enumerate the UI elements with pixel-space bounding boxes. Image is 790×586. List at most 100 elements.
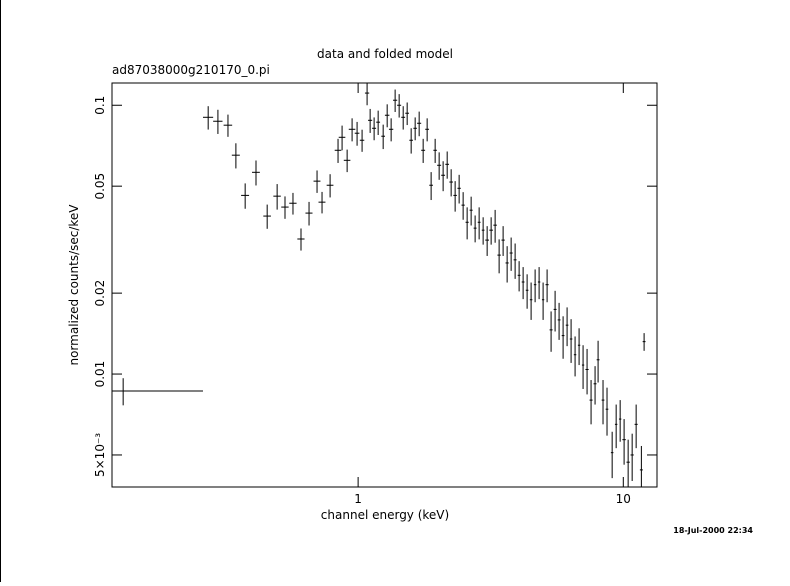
data-point xyxy=(593,366,597,405)
data-point xyxy=(354,121,360,146)
data-point xyxy=(601,380,605,425)
data-point xyxy=(273,184,281,210)
data-point xyxy=(112,378,203,406)
data-point xyxy=(213,109,223,134)
data-point xyxy=(376,110,381,136)
data-point xyxy=(231,143,240,169)
data-point xyxy=(465,207,469,240)
data-point xyxy=(485,226,490,256)
data-point xyxy=(318,191,326,214)
data-point xyxy=(252,160,260,186)
data-point xyxy=(585,348,589,395)
data-point xyxy=(634,404,638,449)
y-tick-label: 5×10⁻³ xyxy=(93,433,107,477)
y-tick-label: 0.05 xyxy=(93,173,107,200)
data-point xyxy=(409,128,413,154)
data-point xyxy=(453,181,457,212)
plot-frame xyxy=(111,82,658,488)
data-point xyxy=(525,274,529,309)
data-point xyxy=(541,282,545,320)
data-point xyxy=(473,215,477,243)
data-point xyxy=(457,174,461,204)
data-point xyxy=(610,431,614,479)
data-point xyxy=(639,445,643,487)
data-point xyxy=(397,94,402,118)
data-point xyxy=(449,169,453,197)
data-point xyxy=(521,267,525,300)
data-point xyxy=(368,108,373,133)
data-point xyxy=(388,118,394,142)
data-point xyxy=(413,117,417,141)
data-point xyxy=(461,192,465,220)
data-point xyxy=(421,138,426,163)
data-point xyxy=(425,118,430,142)
data-point xyxy=(553,290,557,332)
data-point xyxy=(573,336,577,377)
data-point xyxy=(202,106,214,130)
data-point xyxy=(326,174,334,198)
data-point xyxy=(437,152,442,180)
y-tick-label: 0.01 xyxy=(93,361,107,388)
data-point xyxy=(630,433,634,482)
data-point xyxy=(343,149,351,173)
data-point xyxy=(545,269,549,303)
data-point xyxy=(493,209,497,243)
x-tick-label: 1 xyxy=(354,492,362,506)
data-point xyxy=(334,138,342,163)
data-point xyxy=(561,316,565,359)
data-point xyxy=(338,125,346,151)
data-point xyxy=(581,345,585,389)
data-point xyxy=(417,111,422,137)
data-point xyxy=(477,207,481,240)
data-point xyxy=(433,138,437,163)
data-point xyxy=(384,104,390,128)
data-point xyxy=(505,246,509,283)
data-point xyxy=(622,419,626,465)
data-layer xyxy=(112,83,646,487)
y-axis-label: normalized counts/sec/keV xyxy=(67,204,81,366)
data-point xyxy=(605,387,609,436)
data-point xyxy=(626,439,630,487)
x-axis-label: channel energy (keV) xyxy=(321,508,449,522)
data-point xyxy=(429,172,433,201)
data-point xyxy=(313,170,321,193)
data-point xyxy=(393,89,398,112)
data-point xyxy=(469,196,473,226)
y-tick-label: 0.1 xyxy=(93,96,107,115)
data-point xyxy=(281,196,289,219)
data-point xyxy=(481,217,485,245)
data-point xyxy=(359,129,365,152)
data-point xyxy=(223,114,233,137)
data-point xyxy=(533,269,537,303)
data-point xyxy=(241,183,250,209)
data-point xyxy=(614,404,618,449)
data-point xyxy=(364,83,370,106)
x-tick-label: 10 xyxy=(616,492,631,506)
data-point xyxy=(445,151,450,179)
data-point xyxy=(501,226,505,256)
y-tick-label: 0.02 xyxy=(93,280,107,307)
data-point xyxy=(509,237,513,271)
data-point xyxy=(513,243,517,279)
data-point xyxy=(596,340,600,383)
data-point xyxy=(549,311,553,352)
data-point xyxy=(441,161,446,192)
data-point xyxy=(642,333,646,351)
data-point xyxy=(618,400,622,442)
data-point xyxy=(557,302,561,340)
timestamp: 18-Jul-2000 22:34 xyxy=(673,526,753,535)
data-point xyxy=(372,117,377,141)
data-point xyxy=(497,239,501,274)
data-point xyxy=(401,106,406,130)
data-point xyxy=(529,282,533,320)
data-point xyxy=(589,380,593,425)
chart-title: data and folded model xyxy=(317,47,453,61)
chart-subtitle: ad87038000g210170_0.pi xyxy=(112,63,270,77)
data-point xyxy=(489,217,493,245)
data-point xyxy=(565,307,569,347)
data-point xyxy=(517,261,521,292)
data-point xyxy=(569,319,573,363)
data-point xyxy=(348,118,356,142)
